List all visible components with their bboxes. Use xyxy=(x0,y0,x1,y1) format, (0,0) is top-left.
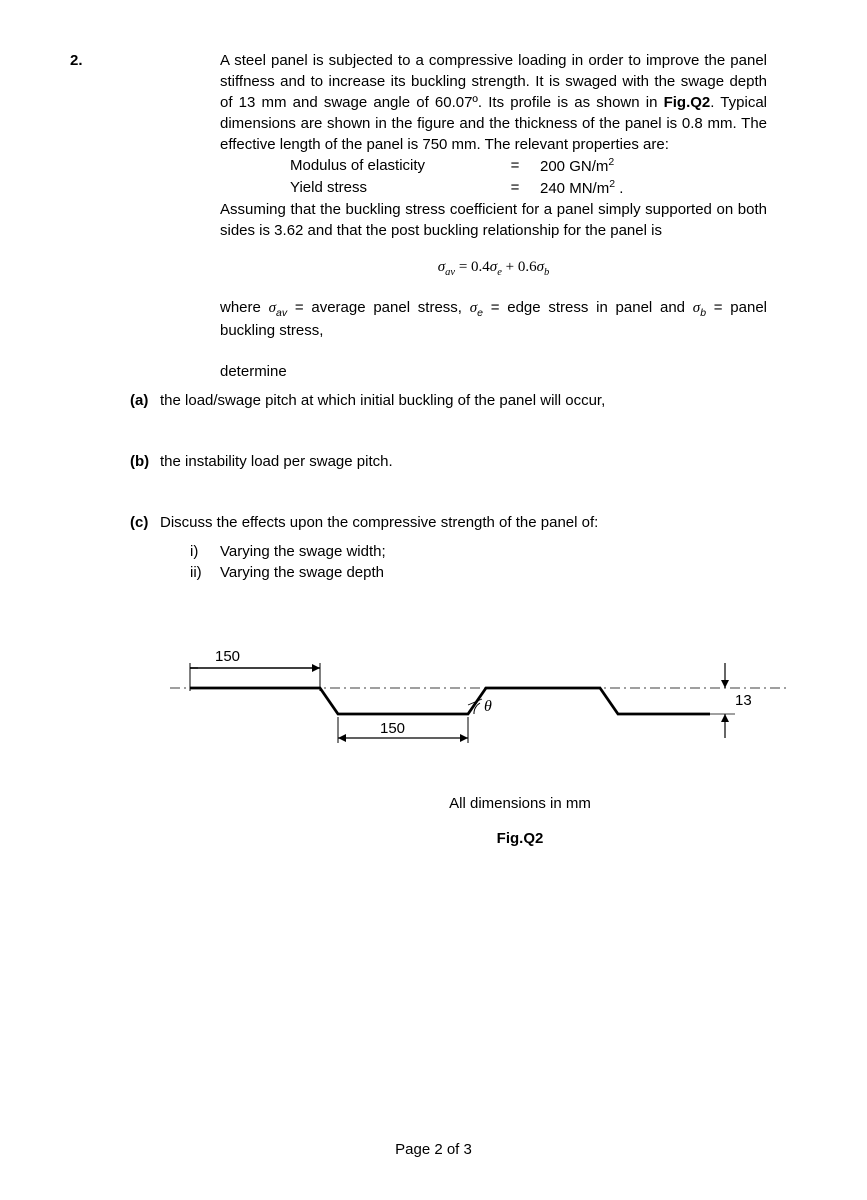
assumption-text: Assuming that the buckling stress coeffi… xyxy=(220,199,767,241)
dim-13-label: 13 xyxy=(735,692,752,709)
part-a-text: the load/swage pitch at which initial bu… xyxy=(160,390,767,411)
dim-150-bot-arrow-r xyxy=(460,734,468,742)
question-body: A steel panel is subjected to a compress… xyxy=(220,50,767,341)
part-b-row: (b) the instability load per swage pitch… xyxy=(70,451,767,472)
prop-modulus-eq: = xyxy=(490,155,540,177)
dim-150-top-arrow-r xyxy=(312,664,320,672)
properties-block: Modulus of elasticity = 200 GN/m2 Yield … xyxy=(220,155,767,199)
part-a-label: (a) xyxy=(70,390,160,411)
panel-profile xyxy=(190,688,710,714)
property-row-modulus: Modulus of elasticity = 200 GN/m2 xyxy=(290,155,767,177)
dim-150-top-label: 150 xyxy=(215,648,240,665)
equation-post-buckling: σav = 0.4σe + 0.6σb xyxy=(220,257,767,281)
where-mid2: = edge stress in panel and xyxy=(483,299,693,316)
prop-modulus-label: Modulus of elasticity xyxy=(290,155,490,177)
prop-yield-eq: = xyxy=(490,177,540,199)
dim-150-bot-label: 150 xyxy=(380,720,405,737)
where-sub-av: av xyxy=(276,307,287,319)
where-sigma-av: σ xyxy=(269,300,276,316)
where-mid1: = average panel stress, xyxy=(287,299,470,316)
figure-q2: 150 150 13 θ All dimensions in mm Fig.Q2 xyxy=(70,643,767,849)
eq-sub-av: av xyxy=(445,267,455,278)
part-c-sublist: i) Varying the swage width; ii) Varying … xyxy=(160,541,767,583)
part-c-row: (c) Discuss the effects upon the compres… xyxy=(70,512,767,583)
property-row-yield: Yield stress = 240 MN/m2 . xyxy=(290,177,767,199)
part-c-ii-text: Varying the swage depth xyxy=(220,562,384,583)
eq-sigma-b: σ xyxy=(537,259,544,275)
part-c-i-row: i) Varying the swage width; xyxy=(190,541,767,562)
question-number: 2. xyxy=(70,50,220,341)
part-a-row: (a) the load/swage pitch at which initia… xyxy=(70,390,767,411)
part-b-text: the instability load per swage pitch. xyxy=(160,451,767,472)
eq-part1: = 0.4 xyxy=(455,259,490,275)
eq-sub-b: b xyxy=(544,267,549,278)
figure-svg: 150 150 13 θ xyxy=(170,643,790,763)
part-c-label: (c) xyxy=(70,512,160,583)
part-c-ii-row: ii) Varying the swage depth xyxy=(190,562,767,583)
determine-row: determine xyxy=(70,361,767,382)
determine-text: determine xyxy=(220,361,287,382)
dim-13-arrow-down xyxy=(721,680,729,688)
page-content: 2. A steel panel is subjected to a compr… xyxy=(0,0,867,849)
part-c-body: Discuss the effects upon the compressive… xyxy=(160,512,767,583)
intro-text: A steel panel is subjected to a compress… xyxy=(220,52,767,153)
part-c-ii-num: ii) xyxy=(190,562,220,583)
question-header-row: 2. A steel panel is subjected to a compr… xyxy=(70,50,767,341)
where-clause: where σav = average panel stress, σe = e… xyxy=(220,297,767,342)
figure-caption-dims: All dimensions in mm xyxy=(220,793,820,814)
where-pre: where xyxy=(220,299,269,316)
page-footer: Page 2 of 3 xyxy=(0,1139,867,1160)
prop-modulus-value: 200 GN/m2 xyxy=(540,155,660,177)
angle-theta-label: θ xyxy=(484,698,492,715)
spacer xyxy=(70,361,220,382)
eq-plus: + 0.6 xyxy=(502,259,537,275)
part-b-label: (b) xyxy=(70,451,160,472)
part-c-text: Discuss the effects upon the compressive… xyxy=(160,512,767,533)
figure-caption-label: Fig.Q2 xyxy=(220,828,820,849)
dim-150-bot-arrow-l xyxy=(338,734,346,742)
part-c-i-num: i) xyxy=(190,541,220,562)
where-sigma-e: σ xyxy=(470,300,477,316)
prop-yield-value: 240 MN/m2 . xyxy=(540,177,660,199)
part-c-i-text: Varying the swage width; xyxy=(220,541,386,562)
prop-yield-label: Yield stress xyxy=(290,177,490,199)
dim-13-arrow-up xyxy=(721,714,729,722)
